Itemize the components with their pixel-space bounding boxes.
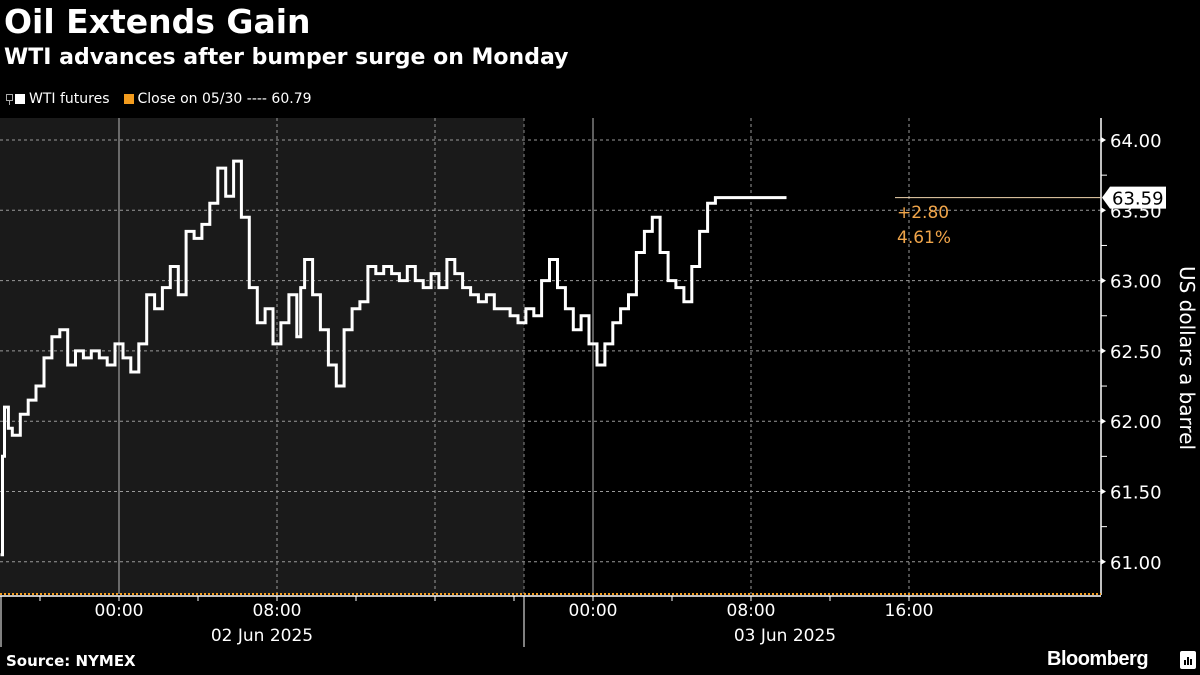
- svg-text:00:00: 00:00: [569, 601, 618, 621]
- chart-subtitle: WTI advances after bumper surge on Monda…: [4, 45, 569, 70]
- change-pct-annotation: 4.61%: [897, 228, 951, 248]
- legend-toggle-icon[interactable]: [6, 93, 13, 105]
- svg-text:62.50: 62.50: [1110, 342, 1162, 363]
- shaded-region: [0, 118, 524, 594]
- svg-text:08:00: 08:00: [727, 601, 776, 621]
- svg-text:62.00: 62.00: [1110, 412, 1162, 433]
- price-line: [0, 159, 787, 557]
- legend-swatch-orange: [123, 94, 134, 104]
- y-axis-label: US dollars a barrel: [1175, 265, 1199, 451]
- last-price-tag: 63.59: [1102, 186, 1166, 210]
- legend-label-wti: WTI futures: [29, 91, 110, 107]
- svg-text:64.00: 64.00: [1110, 131, 1162, 152]
- svg-text:08:00: 08:00: [253, 601, 302, 621]
- chart-title: Oil Extends Gain: [4, 2, 311, 41]
- legend-item-wti: WTI futures: [15, 91, 110, 107]
- svg-text:02 Jun 2025: 02 Jun 2025: [211, 626, 313, 646]
- svg-text:00:00: 00:00: [95, 601, 144, 621]
- source-note: Source: NYMEX: [6, 652, 136, 670]
- legend-swatch-white: [15, 94, 25, 104]
- svg-text:63.59: 63.59: [1112, 189, 1164, 210]
- bloomberg-logo: Bloomberg: [1047, 648, 1149, 670]
- bloomberg-chart-icon: [1180, 651, 1196, 669]
- x-axis: 00:00 08:00 00:00 08:00 16:00 02 Jun 2025 03 J…: [0, 595, 1101, 647]
- svg-text:16:00: 16:00: [885, 601, 934, 621]
- svg-text:61.50: 61.50: [1110, 483, 1162, 504]
- svg-text:63.00: 63.00: [1110, 272, 1162, 293]
- svg-text:61.00: 61.00: [1110, 553, 1162, 574]
- svg-text:03 Jun 2025: 03 Jun 2025: [734, 626, 836, 646]
- change-annotation: +2.80: [897, 203, 949, 223]
- legend: WTI futures Close on 05/30 ---- 60.79: [6, 91, 326, 107]
- grid-lines: [0, 118, 1101, 594]
- legend-item-close: Close on 05/30 ---- 60.79: [123, 91, 312, 107]
- legend-label-close: Close on 05/30 ---- 60.79: [137, 91, 312, 107]
